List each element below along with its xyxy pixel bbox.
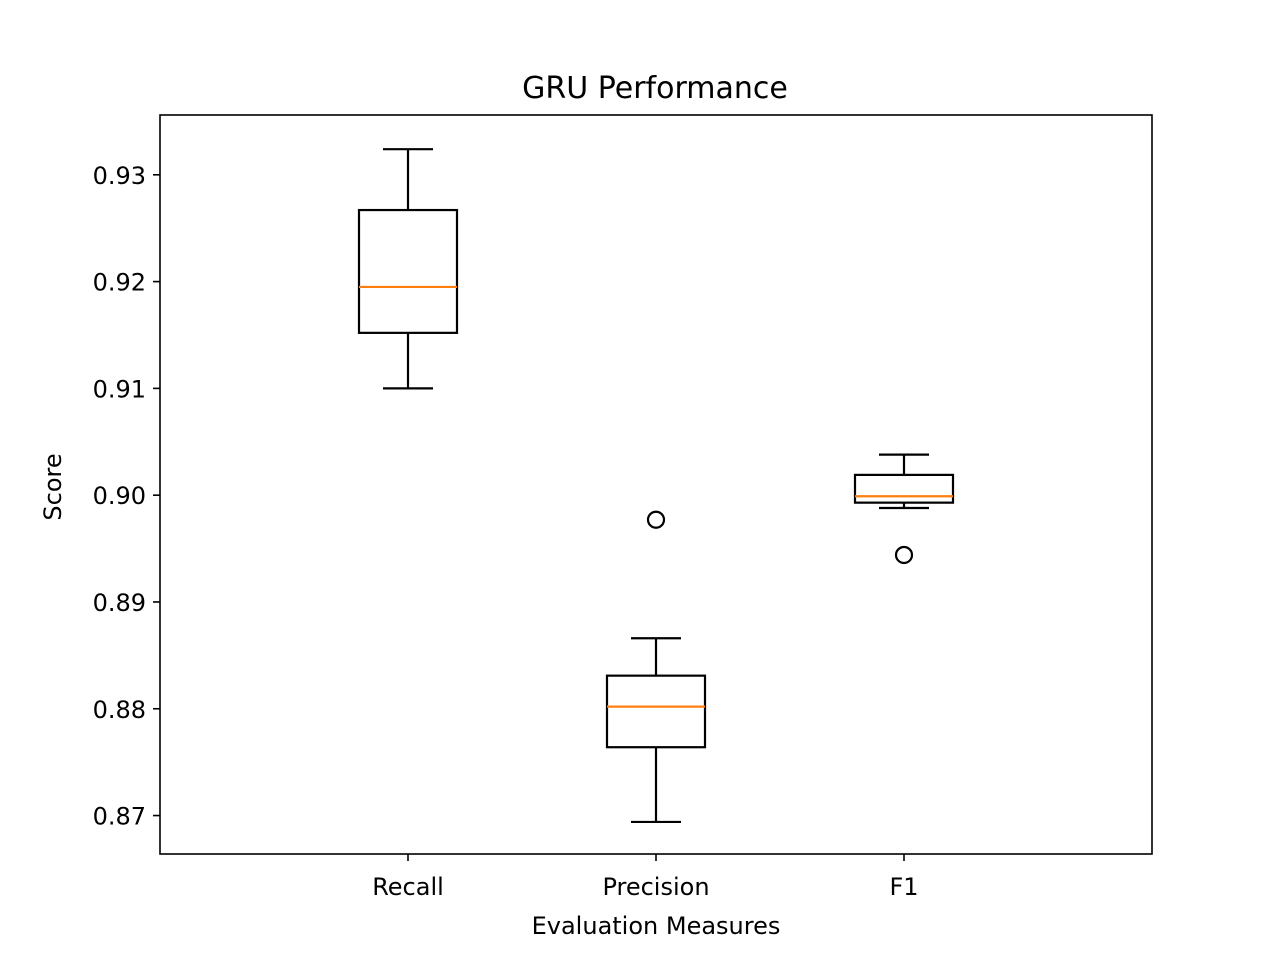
box-f1	[853, 453, 955, 565]
box-precision	[605, 510, 707, 824]
outlier-point	[646, 510, 666, 529]
iqr-box	[605, 674, 707, 749]
plot-area-frame	[159, 114, 1153, 855]
iqr-box	[853, 473, 955, 504]
y-tick-label: 0.93	[93, 162, 146, 190]
y-axis-label: Score	[39, 453, 67, 520]
x-tick-label: Precision	[602, 873, 709, 901]
y-tick-label: 0.88	[93, 696, 146, 724]
iqr-box	[357, 208, 459, 334]
x-tick-label: Recall	[372, 873, 444, 901]
y-tick-label: 0.89	[93, 589, 146, 617]
box-series	[357, 148, 955, 824]
x-tick-label: F1	[889, 873, 918, 901]
x-axis: Recall Precision F1	[372, 854, 919, 901]
y-tick-label: 0.90	[93, 482, 146, 510]
y-tick-label: 0.92	[93, 269, 146, 297]
box-recall	[357, 148, 459, 390]
y-tick-label: 0.91	[93, 375, 146, 403]
y-tick-label: 0.87	[93, 803, 146, 831]
outlier-point	[894, 545, 914, 565]
y-axis: 0.87 0.88 0.89 0.90 0.91 0.92 0.93	[93, 162, 160, 831]
chart-title: GRU Performance	[522, 71, 788, 106]
x-axis-label: Evaluation Measures	[532, 912, 781, 940]
